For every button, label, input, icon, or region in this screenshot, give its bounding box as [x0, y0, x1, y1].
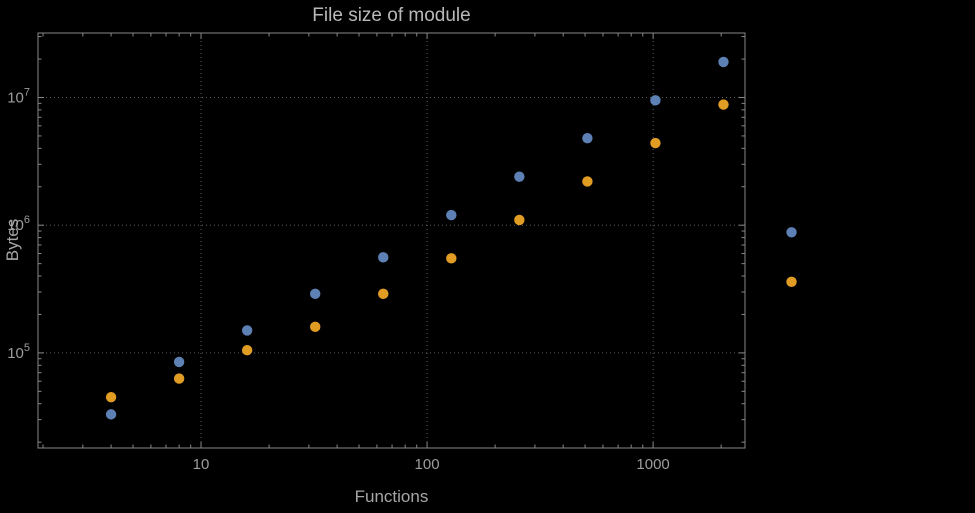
- data-point-orange-series: [514, 214, 525, 226]
- data-point-orange-series: [786, 276, 797, 288]
- data-point-blue-series: [650, 95, 661, 106]
- data-point-orange-series: [310, 321, 321, 333]
- data-point-blue-series: [173, 356, 185, 368]
- data-point-orange-series: [582, 176, 593, 187]
- data-point-orange-series: [718, 99, 729, 110]
- x-tick-label: 1000: [636, 456, 669, 473]
- data-point-blue-series: [105, 409, 117, 420]
- y-axis-label: Bytes: [3, 218, 22, 262]
- data-point-blue-series: [514, 171, 525, 182]
- data-point-blue-series: [786, 227, 797, 238]
- data-point-blue-series: [446, 209, 457, 221]
- chart-title: File size of module: [312, 5, 471, 26]
- y-tick-label: 107: [7, 87, 30, 107]
- y-tick-label: 105: [7, 342, 30, 362]
- data-point-blue-series: [378, 252, 389, 263]
- data-point-orange-series: [105, 391, 117, 403]
- data-point-blue-series: [241, 325, 253, 336]
- plot-frame: [37, 32, 746, 449]
- x-tick-label: 100: [415, 456, 440, 473]
- data-point-orange-series: [173, 373, 185, 384]
- data-point-orange-series: [241, 344, 253, 356]
- data-point-orange-series: [446, 253, 457, 264]
- x-axis-label: Functions: [354, 487, 429, 506]
- data-point-blue-series: [582, 133, 593, 144]
- data-point-orange-series: [650, 137, 661, 149]
- data-point-blue-series: [718, 56, 729, 68]
- data-point-orange-series: [378, 288, 389, 300]
- x-tick-label: 10: [193, 456, 210, 473]
- data-point-blue-series: [310, 288, 321, 300]
- y-tick-label: 106: [7, 214, 30, 234]
